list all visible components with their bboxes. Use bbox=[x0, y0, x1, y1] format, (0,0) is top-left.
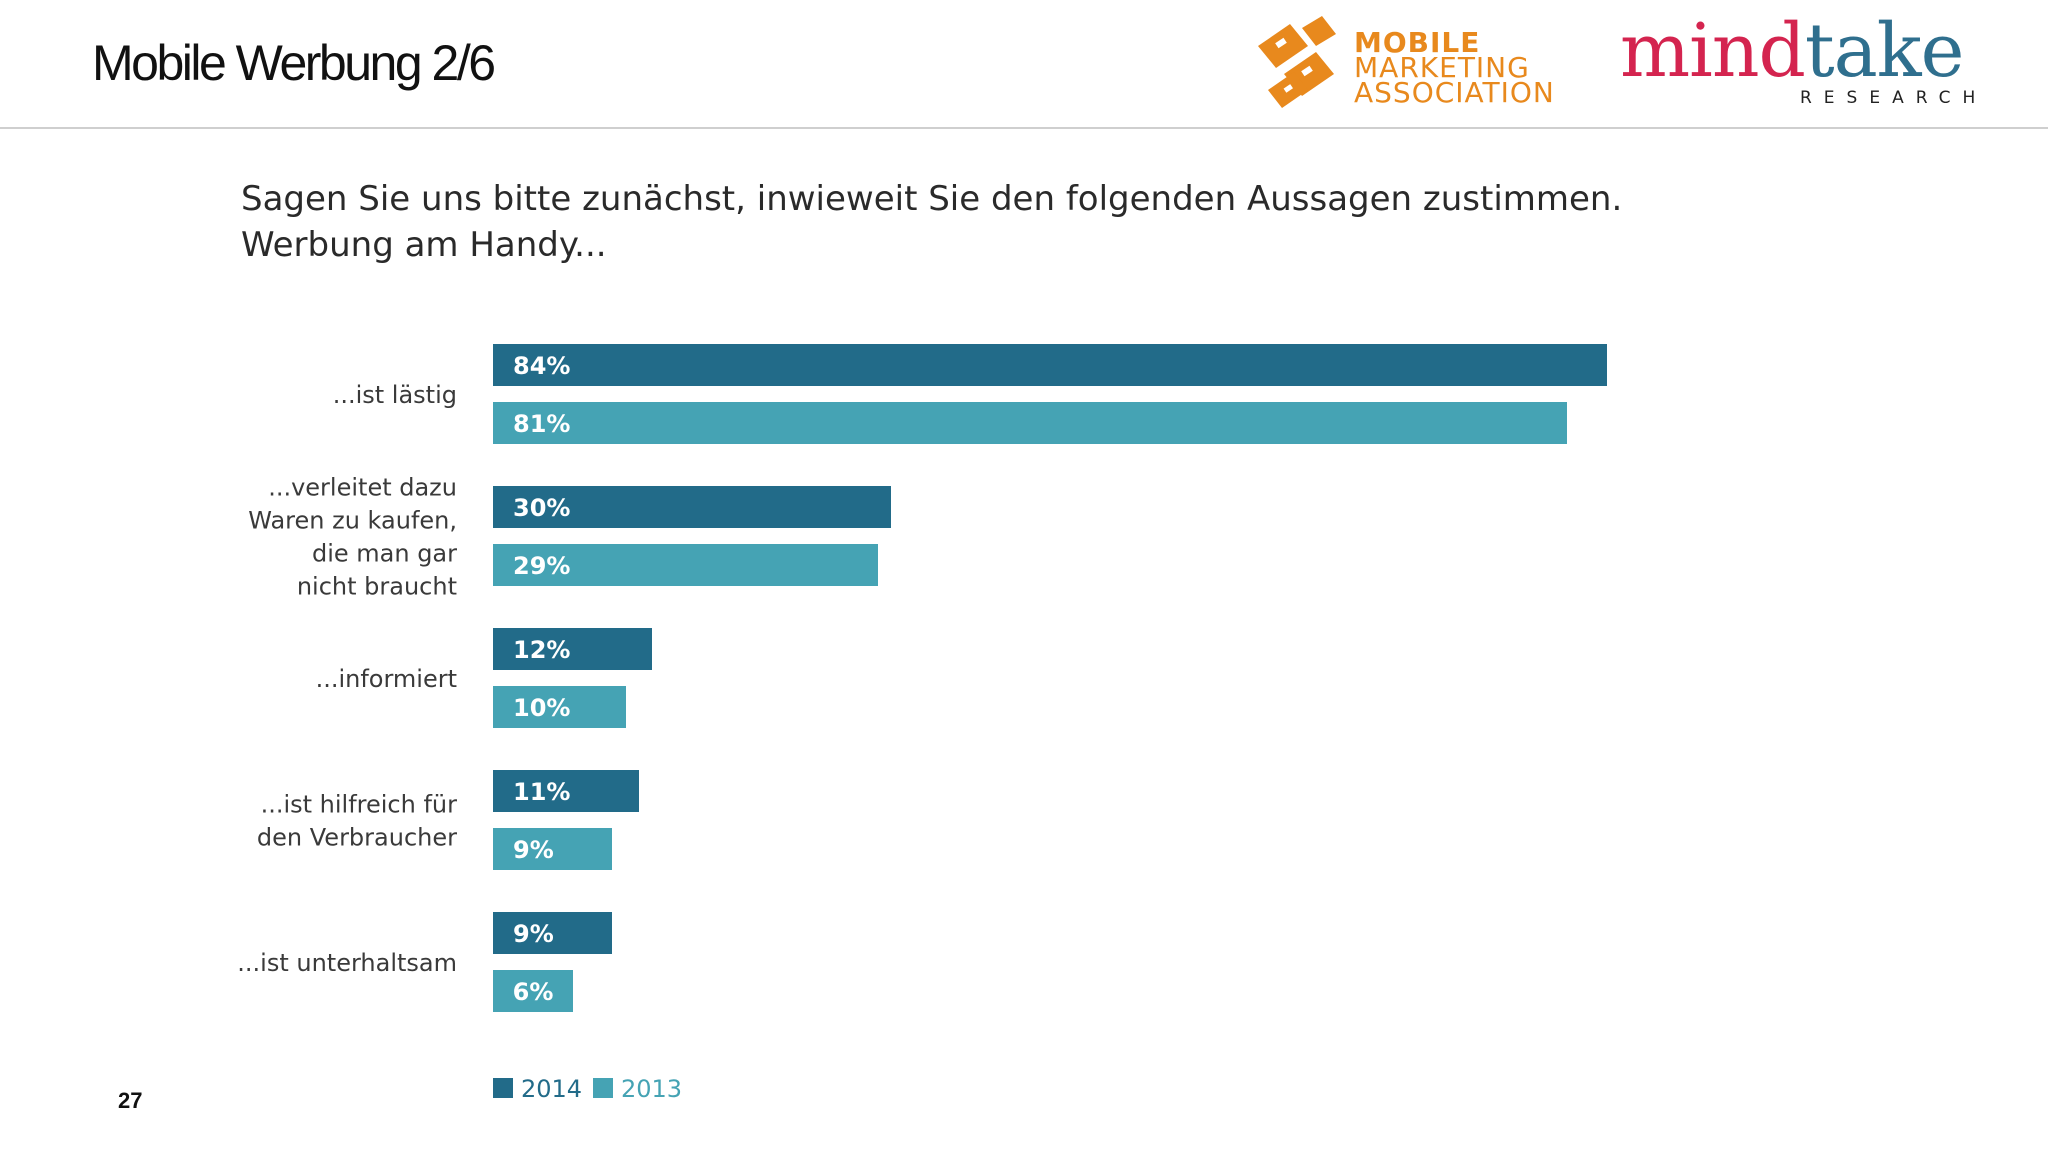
mma-logo-line1: MOBILE bbox=[1354, 26, 1481, 59]
bar-2013 bbox=[493, 828, 612, 870]
category-label: ...ist hilfreich für bbox=[261, 791, 458, 819]
bar-value-label: 81% bbox=[513, 410, 570, 438]
bar-2014 bbox=[493, 912, 612, 954]
bar-value-label: 12% bbox=[513, 636, 570, 664]
legend-label-2013: 2013 bbox=[621, 1075, 682, 1103]
bar-2014 bbox=[493, 344, 1607, 386]
page-number: 27 bbox=[118, 1088, 143, 1113]
bar-value-label: 10% bbox=[513, 694, 570, 722]
bar-value-label: 84% bbox=[513, 352, 570, 380]
bar-2013 bbox=[493, 544, 878, 586]
bar-value-label: 6% bbox=[513, 978, 554, 1006]
legend-label-2014: 2014 bbox=[521, 1075, 582, 1103]
bar-2013 bbox=[493, 970, 573, 1012]
bar-2014 bbox=[493, 628, 652, 670]
category-label: ...verleitet dazu bbox=[268, 474, 457, 502]
header-divider bbox=[0, 127, 2048, 129]
bar-2014 bbox=[493, 486, 891, 528]
bar-value-label: 11% bbox=[513, 778, 570, 806]
category-label: den Verbraucher bbox=[257, 824, 457, 852]
question-line-2: Werbung am Handy... bbox=[241, 225, 607, 265]
category-label: ...informiert bbox=[316, 665, 457, 693]
category-label: die man gar bbox=[312, 540, 457, 568]
question-line-1: Sagen Sie uns bitte zunächst, inwieweit … bbox=[241, 179, 1623, 219]
bar-2013 bbox=[493, 686, 626, 728]
legend-swatch-2013 bbox=[593, 1078, 613, 1098]
mma-logo: MOBILE MARKETING ASSOCIATION bbox=[1240, 12, 1580, 122]
bar-value-label: 9% bbox=[513, 836, 554, 864]
mindtake-logo: mindtake RESEARCH bbox=[1620, 8, 2000, 118]
survey-question: Sagen Sie uns bitte zunächst, inwieweit … bbox=[241, 176, 1741, 268]
bar-value-label: 9% bbox=[513, 920, 554, 948]
mindtake-logo-part1: mind bbox=[1620, 8, 1806, 94]
bar-value-label: 30% bbox=[513, 494, 570, 522]
mma-logo-line2: MARKETING bbox=[1354, 51, 1530, 84]
category-label: ...ist unterhaltsam bbox=[237, 949, 457, 977]
legend-swatch-2014 bbox=[493, 1078, 513, 1098]
category-label: ...ist lästig bbox=[333, 381, 457, 409]
category-label: nicht braucht bbox=[297, 573, 457, 601]
mma-logo-mark bbox=[1258, 16, 1336, 108]
bar-2013 bbox=[493, 402, 1567, 444]
mindtake-logo-part2: take bbox=[1804, 8, 1964, 94]
slide-title: Mobile Werbung 2/6 bbox=[92, 35, 496, 91]
mindtake-logo-subline: RESEARCH bbox=[1800, 88, 1988, 108]
bar-value-label: 29% bbox=[513, 552, 570, 580]
category-label: Waren zu kaufen, bbox=[248, 507, 457, 535]
bar-2014 bbox=[493, 770, 639, 812]
mma-logo-line3: ASSOCIATION bbox=[1354, 76, 1555, 109]
